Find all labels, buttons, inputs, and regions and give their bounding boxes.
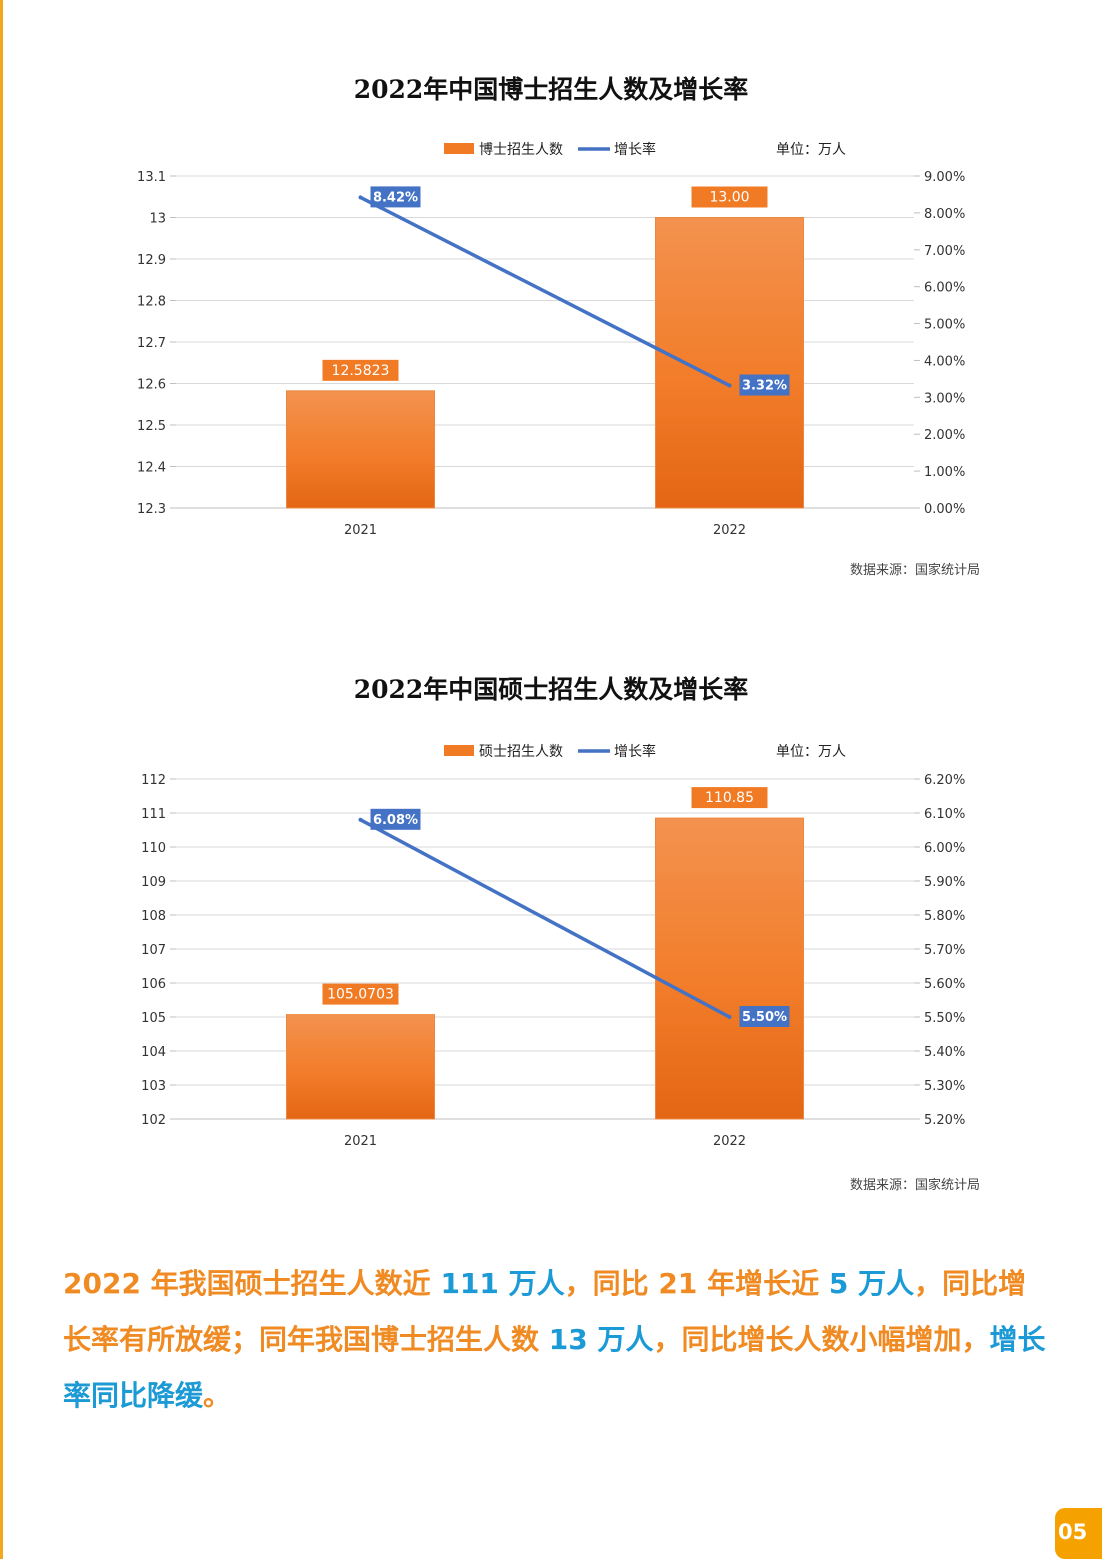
legend-bar-swatch: [444, 745, 474, 756]
right-axis-tick-label: 8.00%: [924, 207, 965, 222]
growth-rate-label-box: [370, 186, 421, 208]
growth-rate-label: 8.42%: [373, 190, 418, 205]
summary-text-4: ，同比增长人数小幅增加，: [653, 1323, 990, 1356]
left-axis-tick-label: 12.4: [137, 461, 166, 476]
left-accent-rule: [0, 0, 3, 1559]
summary-text-1: 2022 年我国硕士招生人数近: [63, 1267, 441, 1300]
right-axis-tick-label: 5.00%: [924, 318, 965, 333]
legend-line-label: 增长率: [614, 743, 656, 760]
master-chart-title: 2022年中国硕士招生人数及增长率: [353, 675, 749, 704]
right-axis-tick-label: 5.70%: [924, 943, 965, 958]
growth-rate-label: 5.50%: [742, 1010, 787, 1025]
x-axis-tick-label: 2021: [344, 1134, 377, 1149]
bar-value-label: 110.85: [705, 790, 754, 806]
unit-label: 单位：万人: [776, 142, 846, 158]
left-axis-tick-label: 112: [141, 773, 166, 788]
bar-value-label: 105.0703: [327, 987, 394, 1003]
right-axis-tick-label: 6.20%: [924, 773, 965, 788]
growth-rate-label: 3.32%: [742, 379, 787, 394]
right-axis-tick-label: 5.90%: [924, 875, 965, 890]
right-axis-tick-label: 0.00%: [924, 502, 965, 517]
bar-value-label: 12.5823: [332, 363, 390, 379]
right-axis-tick-label: 5.40%: [924, 1045, 965, 1060]
left-axis-tick-label: 12.6: [137, 378, 166, 393]
doctoral-chart-title: 2022年中国博士招生人数及增长率: [353, 75, 749, 104]
right-axis-tick-label: 9.00%: [924, 170, 965, 185]
right-axis-tick-label: 6.00%: [924, 281, 965, 296]
left-axis-tick-label: 12.8: [137, 295, 166, 310]
bar-value-label: 13.00: [709, 190, 749, 206]
page-number: 05: [1058, 1520, 1088, 1544]
left-axis-tick-label: 111: [141, 807, 166, 822]
bar-value-label-box: [691, 186, 768, 208]
right-axis-tick-label: 4.00%: [924, 354, 965, 369]
summary-highlight-2: 5 万人: [828, 1267, 915, 1300]
doctoral-chart-source: 数据来源：国家统计局: [849, 563, 980, 578]
left-axis-tick-label: 13: [149, 212, 166, 227]
growth-rate-point: [727, 383, 732, 388]
right-axis-tick-label: 1.00%: [924, 465, 965, 480]
left-axis-tick-label: 13.1: [137, 170, 166, 185]
left-axis-tick-label: 108: [141, 909, 166, 924]
summary-text-2: ，同比 21 年增长近: [564, 1267, 829, 1300]
x-axis-tick-label: 2021: [344, 523, 377, 538]
summary-highlight-1: 111 万人: [440, 1267, 565, 1300]
right-axis-tick-label: 3.00%: [924, 391, 965, 406]
legend-bar-label: 硕士招生人数: [479, 744, 563, 760]
left-axis-tick-label: 107: [141, 943, 166, 958]
legend-bar-swatch: [444, 143, 474, 154]
x-axis-tick-label: 2022: [713, 1134, 746, 1149]
right-axis-tick-label: 5.20%: [924, 1113, 965, 1128]
summary-highlight-3: 13 万人: [548, 1323, 654, 1356]
left-axis-tick-label: 103: [141, 1079, 166, 1094]
growth-rate-line: [359, 195, 731, 388]
master-chart-source: 数据来源：国家统计局: [849, 1178, 980, 1193]
growth-rate-point: [727, 1015, 732, 1019]
x-axis-tick-label: 2022: [713, 523, 746, 538]
left-axis-tick-label: 102: [141, 1113, 166, 1128]
left-axis-tick-label: 109: [141, 875, 166, 890]
right-axis-tick-label: 5.50%: [924, 1011, 965, 1026]
left-axis-tick-label: 12.9: [137, 253, 166, 268]
left-axis-tick-label: 110: [141, 841, 166, 856]
bar-value-label-box: [322, 359, 399, 381]
summary-text-5: 。: [203, 1379, 232, 1412]
bar-value-label-box: [322, 983, 399, 1005]
left-axis-tick-label: 12.3: [137, 502, 166, 517]
summary-highlight-4: 增长率同比降缓: [63, 1323, 1046, 1412]
bar-2021: [286, 390, 435, 509]
bar-2022: [655, 217, 804, 509]
legend-bar-label: 博士招生人数: [479, 141, 563, 158]
left-axis-tick-label: 12.5: [137, 419, 166, 434]
doctoral-enrollment-chart: 13.1 13 12.9 12.8 12.7 12.6 12.5 12.4 12.3 9.00% 8…: [137, 141, 965, 538]
right-axis-tick-label: 2.00%: [924, 428, 965, 443]
right-axis-tick-label: 6.00%: [924, 841, 965, 856]
left-axis-tick-label: 105: [141, 1011, 166, 1026]
growth-rate-label-box: [739, 374, 790, 396]
growth-rate-label: 6.08%: [373, 813, 418, 828]
growth-rate-line: [359, 818, 731, 1019]
page-number-tab: 05: [1055, 1508, 1102, 1559]
right-axis-tick-label: 5.30%: [924, 1079, 965, 1094]
growth-rate-point: [358, 195, 363, 200]
unit-label: 单位：万人: [776, 744, 846, 760]
growth-rate-point: [358, 817, 363, 822]
bar-2022: [655, 817, 804, 1120]
right-axis-tick-label: 5.60%: [924, 977, 965, 992]
left-axis-tick-label: 104: [141, 1045, 166, 1060]
master-enrollment-chart: 112 111 110 109 108 107 106 105 104 103 102 6.20% 6.…: [141, 743, 965, 1149]
growth-rate-label-box: [370, 808, 421, 830]
right-axis-tick-label: 7.00%: [924, 244, 965, 259]
summary-text-3: ，同比增长率有所放缓；同年我国博士招生人数: [63, 1267, 1027, 1356]
right-axis-tick-label: 5.80%: [924, 909, 965, 924]
legend-line-label: 增长率: [614, 141, 656, 158]
left-axis-tick-label: 12.7: [137, 336, 166, 351]
bar-value-label-box: [691, 787, 768, 809]
left-axis-tick-label: 106: [141, 977, 166, 992]
summary-paragraph: 2022 年我国硕士招生人数近 111 万人，同比 21 年增长近 5 万人，同…: [63, 1256, 1053, 1424]
growth-rate-label-box: [739, 1006, 790, 1027]
bar-2021: [286, 1014, 435, 1120]
right-axis-tick-label: 6.10%: [924, 807, 965, 822]
